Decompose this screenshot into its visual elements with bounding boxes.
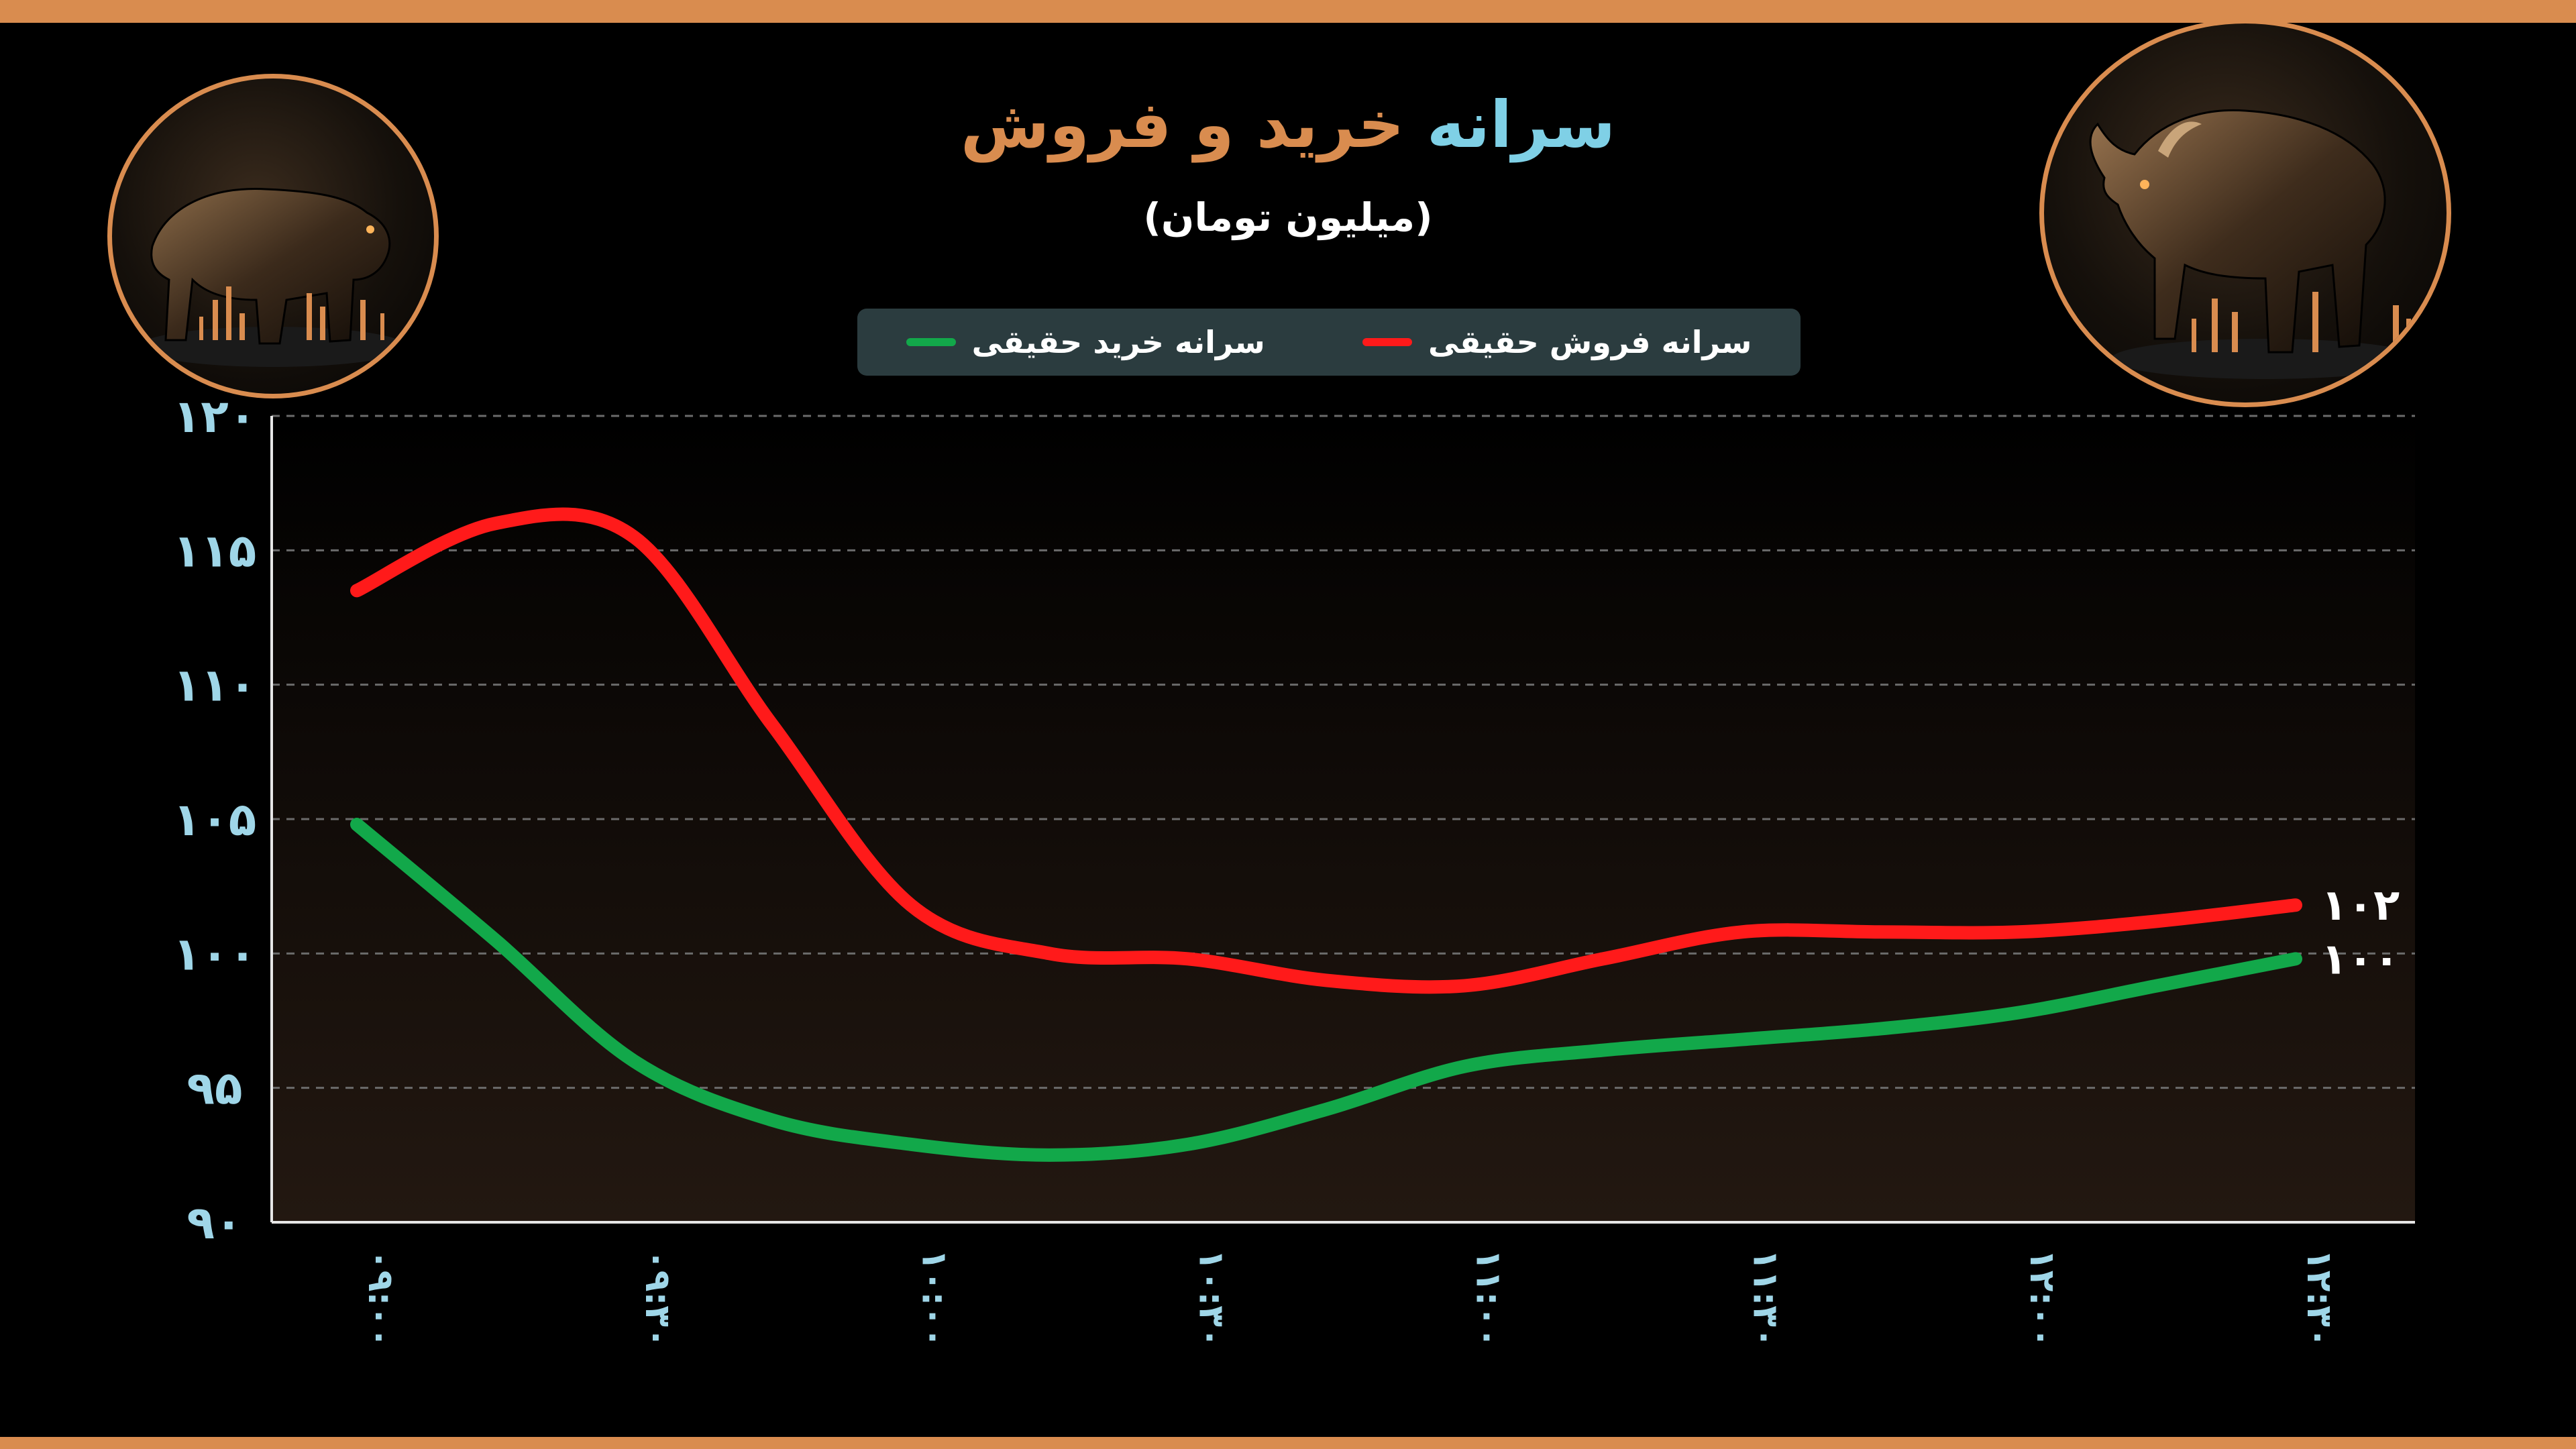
- x-tick-label: ۱۰:۰۰: [914, 1249, 955, 1348]
- series-line-buy: [350, 818, 2302, 1162]
- top-accent-bar: [0, 0, 2576, 23]
- y-tick-label: ۹۵: [186, 1063, 242, 1116]
- y-tick-label: ۱۱۵: [173, 525, 257, 578]
- x-tick-label: ۱۰:۳۰: [1191, 1249, 1232, 1348]
- y-tick-label: ۱۱۰: [173, 659, 257, 712]
- legend-label-buy: سرانه خرید حقیقی: [971, 324, 1265, 360]
- x-tick-label: ۱۱:۳۰: [1745, 1249, 1785, 1348]
- x-tick-label: ۱۲:۳۰: [2299, 1249, 2339, 1348]
- x-tick-label: ۱۱:۰۰: [1468, 1249, 1508, 1348]
- y-tick-label: ۱۰۵: [173, 794, 257, 847]
- legend-swatch-buy: [906, 338, 956, 346]
- legend-label-sell: سرانه فروش حقیقی: [1428, 324, 1752, 360]
- x-tick-label: ۰۹:۳۰: [637, 1249, 678, 1348]
- legend-item-buy: سرانه خرید حقیقی: [906, 324, 1265, 360]
- series-line-sell: [350, 507, 2302, 994]
- bear-icon: [107, 74, 439, 398]
- y-tick-label: ۱۲۰: [173, 390, 257, 443]
- y-tick-label: ۱۰۰: [173, 928, 257, 981]
- legend-swatch-sell: [1362, 338, 1413, 346]
- chart-title: سرانه خرید و فروش: [0, 87, 2576, 162]
- title-part-1: سرانه: [1426, 87, 1616, 162]
- y-tick-label: ۹۰: [186, 1197, 242, 1250]
- x-tick-label: ۰۹:۰۰: [360, 1249, 400, 1348]
- x-tick-label: ۱۲:۰۰: [2022, 1249, 2062, 1348]
- title-part-2: خرید و فروش: [960, 87, 1405, 162]
- chart-subtitle: (میلیون تومان): [1143, 195, 1433, 240]
- legend-item-sell: سرانه فروش حقیقی: [1362, 324, 1752, 360]
- end-label-sell: ۱۰۲: [2321, 881, 2400, 930]
- end-label-buy: ۱۰۰: [2321, 934, 2400, 984]
- bull-icon: [2039, 19, 2451, 407]
- bottom-accent-bar: [0, 1437, 2576, 1449]
- chart-legend: سرانه فروش حقیقی سرانه خرید حقیقی: [857, 309, 1801, 376]
